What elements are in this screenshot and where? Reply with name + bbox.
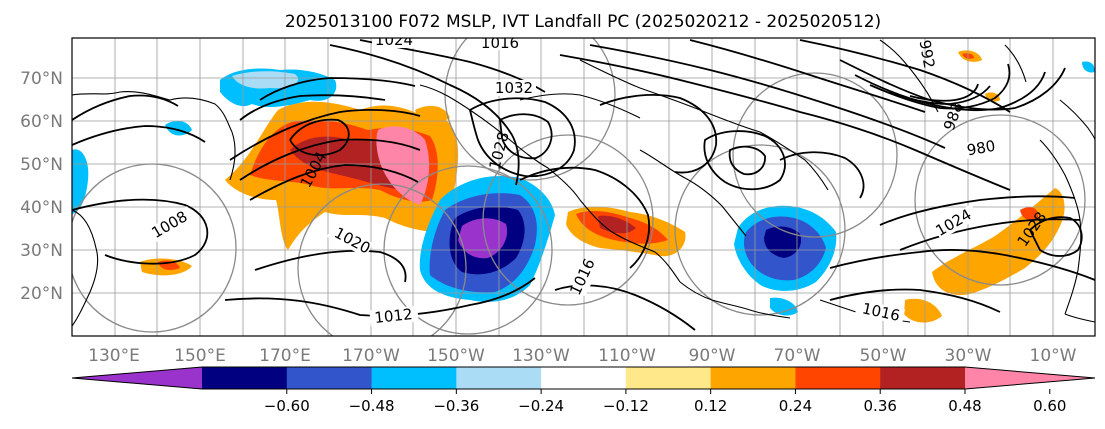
mslp-contours bbox=[72, 39, 1095, 331]
contour-label: 980 bbox=[965, 137, 996, 160]
landfall-radius-circles bbox=[72, 38, 1086, 336]
colorbar-bin bbox=[541, 367, 627, 389]
lat-label: 70°N bbox=[20, 69, 63, 89]
colorbar-bin bbox=[625, 367, 712, 389]
lat-label: 20°N bbox=[20, 284, 63, 304]
colorbar-extend-max bbox=[965, 367, 1095, 389]
ivt-negative-caribbean-blue bbox=[770, 297, 798, 316]
colorbar-tick-label: −0.36 bbox=[433, 397, 479, 415]
colorbar-bin bbox=[880, 367, 966, 389]
colorbar-bin bbox=[456, 367, 542, 389]
colorbar-bin bbox=[795, 367, 881, 389]
colorbar-tick-label: 0.60 bbox=[1033, 397, 1066, 415]
map-panel: 1024 1016 1032 1028 1004 1008 1020 1012 … bbox=[71, 31, 1096, 337]
contour-label: 1016 bbox=[481, 34, 519, 52]
colorbar-tick-label: 0.12 bbox=[694, 397, 727, 415]
colorbar-tick-label: 0.48 bbox=[948, 397, 981, 415]
lon-label: 10°W bbox=[1030, 346, 1077, 366]
ivt-negative-arctic-blue bbox=[1082, 61, 1095, 73]
lon-label: 170°E bbox=[259, 346, 311, 366]
ivt-positive-alaska-yellow bbox=[415, 105, 450, 122]
colorbar-tick-label: −0.24 bbox=[518, 397, 564, 415]
longitude-labels: 130°E 150°E 170°E 170°W 150°W 130°W 110°… bbox=[88, 346, 1077, 366]
lon-label: 150°E bbox=[174, 346, 226, 366]
ivt-negative-bering-light bbox=[232, 71, 299, 89]
lon-label: 150°W bbox=[427, 346, 485, 366]
contour-label: 992 bbox=[916, 38, 939, 69]
map-frame bbox=[71, 37, 1096, 337]
lon-label: 30°W bbox=[945, 346, 992, 366]
lat-label: 30°N bbox=[20, 241, 63, 261]
ivt-positive-core-pink bbox=[376, 126, 430, 205]
colorbar-bin bbox=[710, 367, 796, 389]
lon-label: 170°W bbox=[342, 346, 400, 366]
colorbar: −0.60 −0.48 −0.36 −0.24 −0.12 0.12 0.24 0.36 0.4… bbox=[71, 366, 1096, 415]
contour-label: 1032 bbox=[495, 79, 533, 97]
colorbar-outline bbox=[71, 366, 1096, 390]
ivt-positive-central-atlantic-south bbox=[904, 298, 942, 323]
contour-labels: 1024 1016 1032 1028 1004 1008 1020 1012 … bbox=[148, 31, 1050, 327]
coastlines bbox=[72, 39, 1095, 327]
lon-label: 50°W bbox=[860, 346, 907, 366]
colorbar-bin bbox=[371, 367, 457, 389]
colorbar-tick-label: 0.36 bbox=[864, 397, 897, 415]
lon-label: 110°W bbox=[598, 346, 656, 366]
lat-label: 60°N bbox=[20, 112, 63, 132]
lat-label: 40°N bbox=[20, 198, 63, 218]
lon-label: 130°W bbox=[512, 346, 570, 366]
colorbar-tick-label: −0.48 bbox=[349, 397, 395, 415]
colorbar-tick-label: 0.24 bbox=[779, 397, 812, 415]
colorbar-bin bbox=[202, 367, 288, 389]
lon-label: 90°W bbox=[689, 346, 736, 366]
colorbar-tick-label: −0.12 bbox=[603, 397, 649, 415]
lat-label: 50°N bbox=[20, 155, 63, 175]
ivt-negative-subtropical-purple bbox=[458, 218, 508, 259]
contour-label: 1012 bbox=[374, 305, 414, 327]
colorbar-tick-label: −0.60 bbox=[264, 397, 310, 415]
ivt-positive-central-atlantic-red bbox=[1020, 207, 1039, 220]
chart-title: 2025013100 F072 MSLP, IVT Landfall PC (2… bbox=[285, 12, 881, 32]
lon-label: 130°E bbox=[88, 346, 140, 366]
colorbar-extend-min bbox=[72, 367, 202, 389]
contour-label: 1024 bbox=[375, 31, 413, 49]
lon-label: 70°W bbox=[774, 346, 821, 366]
colorbar-bin bbox=[286, 367, 373, 389]
latitude-labels: 20°N 30°N 40°N 50°N 60°N 70°N bbox=[20, 69, 63, 304]
